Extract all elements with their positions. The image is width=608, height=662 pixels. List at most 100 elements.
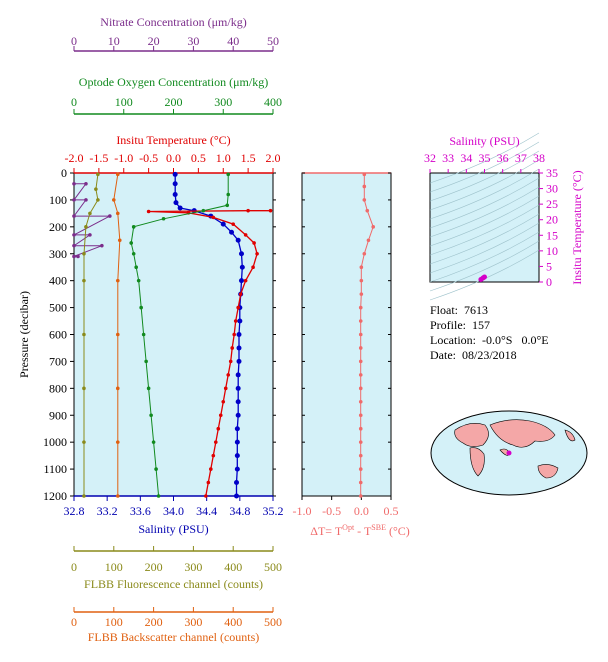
location-label: Location: -0.0°S 0.0°E bbox=[430, 333, 549, 347]
data-point-salinity bbox=[236, 345, 242, 351]
delta-t-point bbox=[359, 265, 364, 270]
axis-tick-label: 300 bbox=[184, 560, 202, 574]
ts-density-contour bbox=[429, 159, 540, 211]
ts-x-tick-label: 35 bbox=[479, 151, 491, 165]
delta-t-point bbox=[358, 453, 363, 458]
delta-t-point bbox=[362, 198, 367, 202]
data-point-temperature bbox=[243, 278, 248, 283]
data-point-temperature bbox=[233, 319, 238, 323]
axis-title: FLBB Fluorescence channel (counts) bbox=[84, 577, 263, 591]
data-point-fluorescence bbox=[82, 440, 86, 444]
data-point-salinity bbox=[238, 278, 244, 284]
date-label: Date: 08/23/2018 bbox=[430, 348, 517, 362]
data-point-temperature bbox=[223, 386, 228, 391]
ts-x-tick-label: 34 bbox=[460, 151, 472, 165]
delta-t-point bbox=[358, 332, 363, 337]
ts-density-contour bbox=[429, 177, 540, 229]
ts-x-tick-label: 36 bbox=[497, 151, 509, 165]
data-point-fluorescence bbox=[82, 332, 86, 337]
axis-tick-label: 200 bbox=[145, 560, 163, 574]
delta-t-plot-area bbox=[301, 172, 392, 497]
data-point-salinity bbox=[234, 453, 240, 459]
data-point-backscatter bbox=[117, 238, 122, 243]
ts-y-tick-label: 25 bbox=[546, 197, 558, 211]
data-point-oxygen bbox=[139, 305, 143, 310]
ts-y-tick-label: 0 bbox=[546, 275, 552, 289]
ts-density-contour bbox=[429, 231, 540, 283]
map-float-location bbox=[506, 450, 512, 456]
data-point-fluorescence bbox=[96, 198, 100, 202]
data-point-oxygen bbox=[141, 332, 146, 337]
axis-tick-label: 1.5 bbox=[241, 151, 256, 165]
delta-t-point bbox=[359, 278, 364, 283]
data-point-nitrate bbox=[84, 198, 88, 202]
axis-tick-label: 100 bbox=[115, 95, 133, 109]
data-point-oxygen bbox=[149, 413, 153, 418]
axis-tick-label: 400 bbox=[224, 615, 242, 629]
map-landmass bbox=[454, 423, 489, 447]
delta-t-point bbox=[362, 172, 367, 177]
data-point-salinity bbox=[234, 493, 240, 499]
data-point-temperature bbox=[243, 233, 248, 237]
axis-tick-label: 33.2 bbox=[97, 504, 118, 518]
data-point-oxygen bbox=[136, 278, 141, 283]
ts-density-contour bbox=[429, 222, 540, 274]
data-point-salinity bbox=[172, 192, 178, 198]
data-point-nitrate bbox=[84, 181, 88, 186]
delta-t-point bbox=[358, 346, 363, 350]
axis-tick-label: 300 bbox=[214, 95, 232, 109]
axis-tick-label: 20 bbox=[148, 34, 160, 48]
data-point-oxygen bbox=[146, 386, 151, 391]
axis-tick-label: 0 bbox=[71, 560, 77, 574]
y-tick-label: 1200 bbox=[43, 489, 67, 503]
y-tick-label: 500 bbox=[49, 301, 67, 315]
data-point-temperature bbox=[211, 215, 216, 220]
data-point-oxygen bbox=[201, 208, 206, 213]
map-landmass bbox=[564, 429, 576, 442]
delta-t-tick-label: 0.0 bbox=[354, 504, 369, 518]
delta-t-point bbox=[358, 467, 363, 471]
data-point-temperature bbox=[232, 332, 236, 337]
axis-title: Optode Oxygen Concentration (μm/kg) bbox=[79, 75, 268, 89]
data-point-nitrate bbox=[72, 198, 76, 202]
axis-tick-label: 0 bbox=[71, 615, 77, 629]
ts-density-contour bbox=[429, 195, 540, 247]
y-tick-label: 200 bbox=[49, 220, 67, 234]
data-point-temperature bbox=[231, 222, 235, 226]
axis-tick-label: 200 bbox=[145, 615, 163, 629]
delta-t-point bbox=[365, 208, 370, 213]
data-point-salinity bbox=[177, 205, 183, 211]
data-point-temperature bbox=[218, 413, 223, 418]
y-tick-label: 300 bbox=[49, 247, 67, 261]
delta-t-point bbox=[358, 440, 363, 444]
data-point-oxygen bbox=[154, 467, 158, 471]
ts-y-tick-label: 10 bbox=[546, 244, 558, 258]
axis-tick-label: -1.5 bbox=[89, 151, 108, 165]
data-point-temperature bbox=[238, 292, 243, 296]
data-point-temperature bbox=[216, 426, 221, 431]
data-point-oxygen bbox=[225, 203, 230, 208]
data-point-nitrate bbox=[72, 254, 76, 259]
data-point-salinity bbox=[235, 372, 241, 378]
data-point-nitrate bbox=[72, 233, 76, 237]
axis-tick-label: 0 bbox=[71, 95, 77, 109]
profile-label: Profile: 157 bbox=[430, 318, 490, 332]
data-point-temperature bbox=[211, 453, 216, 458]
ts-density-contour bbox=[429, 168, 540, 220]
data-point-nitrate bbox=[72, 181, 76, 186]
data-point-temperature bbox=[246, 208, 250, 213]
ts-y-axis-label: Insitu Temperature (°C) bbox=[570, 170, 584, 284]
axis-tick-label: 100 bbox=[105, 560, 123, 574]
delta-t-point bbox=[358, 319, 363, 323]
delta-t-point bbox=[366, 238, 371, 243]
data-point-nitrate bbox=[88, 233, 92, 237]
delta-t-point bbox=[358, 426, 363, 431]
axis-title: FLBB Backscatter channel (counts) bbox=[88, 630, 260, 644]
data-point-temperature bbox=[204, 494, 208, 498]
y-tick-label: 600 bbox=[49, 328, 67, 342]
data-point-salinity bbox=[235, 412, 241, 418]
data-point-salinity bbox=[235, 237, 241, 243]
ts-x-axis-label: Salinity (PSU) bbox=[449, 134, 519, 148]
axis-tick-label: 0 bbox=[71, 34, 77, 48]
delta-t-tick-label: -0.5 bbox=[322, 504, 341, 518]
